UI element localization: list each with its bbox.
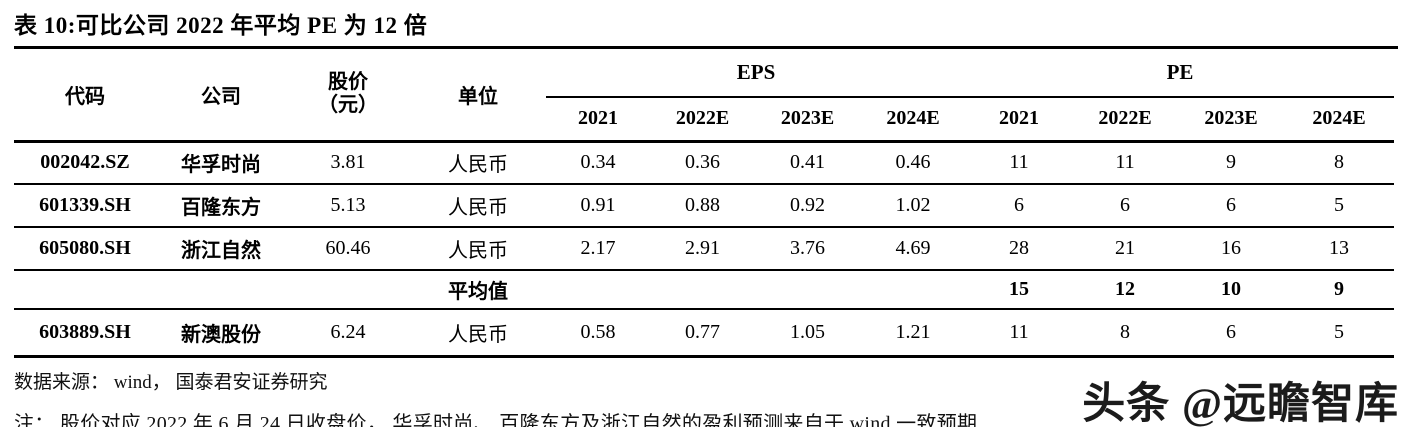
table-header: 代码 公司 股价 （元） 单位 EPS PE 2021 2022E 2023E … bbox=[14, 49, 1395, 143]
header-pe-2024e: 2024E bbox=[1284, 96, 1395, 143]
header-pe-2022e: 2022E bbox=[1072, 96, 1179, 143]
header-pe-2021: 2021 bbox=[966, 96, 1073, 143]
cell-empty bbox=[156, 270, 286, 310]
cell-avg-pe-2022e: 12 bbox=[1072, 270, 1179, 310]
header-price-line2: （元） bbox=[318, 94, 378, 117]
cell-company: 浙江自然 bbox=[156, 227, 286, 271]
cell-pe-2024e: 5 bbox=[1284, 309, 1395, 358]
cell-price: 5.13 bbox=[286, 184, 410, 228]
header-code: 代码 bbox=[14, 49, 156, 143]
cell-pe-2023e: 6 bbox=[1178, 309, 1285, 358]
cell-pe-2024e: 13 bbox=[1284, 227, 1395, 271]
cell-pe-2022e: 8 bbox=[1072, 309, 1179, 358]
cell-eps-2022e: 0.88 bbox=[650, 184, 755, 228]
header-price-line1: 股价 bbox=[328, 71, 368, 94]
cell-unit: 人民币 bbox=[410, 227, 546, 271]
table-row-xinao: 603889.SH 新澳股份 6.24 人民币 0.58 0.77 1.05 1… bbox=[14, 309, 1395, 358]
cell-eps-2024e: 1.21 bbox=[860, 309, 967, 358]
cell-eps-2023e: 1.05 bbox=[755, 309, 860, 358]
cell-empty bbox=[860, 270, 967, 310]
cell-unit: 人民币 bbox=[410, 184, 546, 228]
cell-pe-2021: 6 bbox=[966, 184, 1073, 228]
cell-eps-2022e: 2.91 bbox=[650, 227, 755, 271]
header-company: 公司 bbox=[156, 49, 286, 143]
cell-price: 3.81 bbox=[286, 141, 410, 185]
cell-pe-2024e: 5 bbox=[1284, 184, 1395, 228]
cell-pe-2021: 11 bbox=[966, 141, 1073, 185]
cell-pe-2022e: 11 bbox=[1072, 141, 1179, 185]
cell-unit: 人民币 bbox=[410, 141, 546, 185]
cell-empty bbox=[650, 270, 755, 310]
cell-unit: 人民币 bbox=[410, 309, 546, 358]
cell-eps-2021: 0.34 bbox=[546, 141, 650, 185]
cell-eps-2023e: 0.41 bbox=[755, 141, 860, 185]
cell-avg-pe-2024e: 9 bbox=[1284, 270, 1395, 310]
cell-empty bbox=[755, 270, 860, 310]
cell-empty bbox=[14, 270, 156, 310]
cell-eps-2021: 0.58 bbox=[546, 309, 650, 358]
cell-pe-2021: 28 bbox=[966, 227, 1073, 271]
cell-code: 603889.SH bbox=[14, 309, 156, 358]
cell-company: 百隆东方 bbox=[156, 184, 286, 228]
cell-pe-2024e: 8 bbox=[1284, 141, 1395, 185]
header-eps-2021: 2021 bbox=[546, 96, 650, 143]
cell-eps-2023e: 3.76 bbox=[755, 227, 860, 271]
cell-eps-2022e: 0.36 bbox=[650, 141, 755, 185]
header-eps-2022e: 2022E bbox=[650, 96, 755, 143]
header-price: 股价 （元） bbox=[286, 49, 410, 143]
header-eps-2024e: 2024E bbox=[860, 96, 967, 143]
cell-average-label: 平均值 bbox=[410, 270, 546, 310]
price-note: 注： 股价对应 2022 年 6 月 24 日收盘价， 华孚时尚、 百隆东方及浙… bbox=[14, 412, 978, 427]
cell-eps-2024e: 1.02 bbox=[860, 184, 967, 228]
cell-eps-2024e: 0.46 bbox=[860, 141, 967, 185]
cell-company: 华孚时尚 bbox=[156, 141, 286, 185]
header-pe-2023e: 2023E bbox=[1178, 96, 1285, 143]
cell-code: 002042.SZ bbox=[14, 141, 156, 185]
cell-eps-2023e: 0.92 bbox=[755, 184, 860, 228]
cell-eps-2021: 2.17 bbox=[546, 227, 650, 271]
cell-eps-2021: 0.91 bbox=[546, 184, 650, 228]
footnotes: 数据来源： wind， 国泰君安证券研究 注： 股价对应 2022 年 6 月 … bbox=[14, 367, 1407, 427]
data-source-note: 数据来源： wind， 国泰君安证券研究 bbox=[14, 371, 328, 393]
cell-avg-pe-2021: 15 bbox=[966, 270, 1073, 310]
cell-empty bbox=[546, 270, 650, 310]
cell-empty bbox=[286, 270, 410, 310]
cell-company: 新澳股份 bbox=[156, 309, 286, 358]
toutiao-watermark: 头条 @远瞻智库 bbox=[1082, 381, 1399, 427]
header-eps-group: EPS bbox=[546, 49, 967, 98]
cell-pe-2023e: 9 bbox=[1178, 141, 1285, 185]
header-eps-2023e: 2023E bbox=[755, 96, 860, 143]
table-title: 表 10:可比公司 2022 年平均 PE 为 12 倍 bbox=[14, 6, 1398, 49]
cell-code: 605080.SH bbox=[14, 227, 156, 271]
cell-pe-2022e: 21 bbox=[1072, 227, 1179, 271]
cell-pe-2023e: 16 bbox=[1178, 227, 1285, 271]
cell-price: 6.24 bbox=[286, 309, 410, 358]
header-unit: 单位 bbox=[410, 49, 546, 143]
cell-price: 60.46 bbox=[286, 227, 410, 271]
cell-code: 601339.SH bbox=[14, 184, 156, 228]
table-row-huafu: 002042.SZ 华孚时尚 3.81 人民币 0.34 0.36 0.41 0… bbox=[14, 141, 1395, 185]
cell-pe-2022e: 6 bbox=[1072, 184, 1179, 228]
table-row-zhejiang: 605080.SH 浙江自然 60.46 人民币 2.17 2.91 3.76 … bbox=[14, 227, 1395, 271]
cell-pe-2023e: 6 bbox=[1178, 184, 1285, 228]
cell-avg-pe-2023e: 10 bbox=[1178, 270, 1285, 310]
header-pe-group: PE bbox=[966, 49, 1395, 98]
cell-eps-2022e: 0.77 bbox=[650, 309, 755, 358]
table-row-average: 平均值 15 12 10 9 bbox=[14, 270, 1395, 310]
comparable-companies-table: 代码 公司 股价 （元） 单位 EPS PE 2021 2022E 2023E … bbox=[14, 49, 1395, 358]
cell-eps-2024e: 4.69 bbox=[860, 227, 967, 271]
table-row-bailong: 601339.SH 百隆东方 5.13 人民币 0.91 0.88 0.92 1… bbox=[14, 184, 1395, 228]
cell-pe-2021: 11 bbox=[966, 309, 1073, 358]
